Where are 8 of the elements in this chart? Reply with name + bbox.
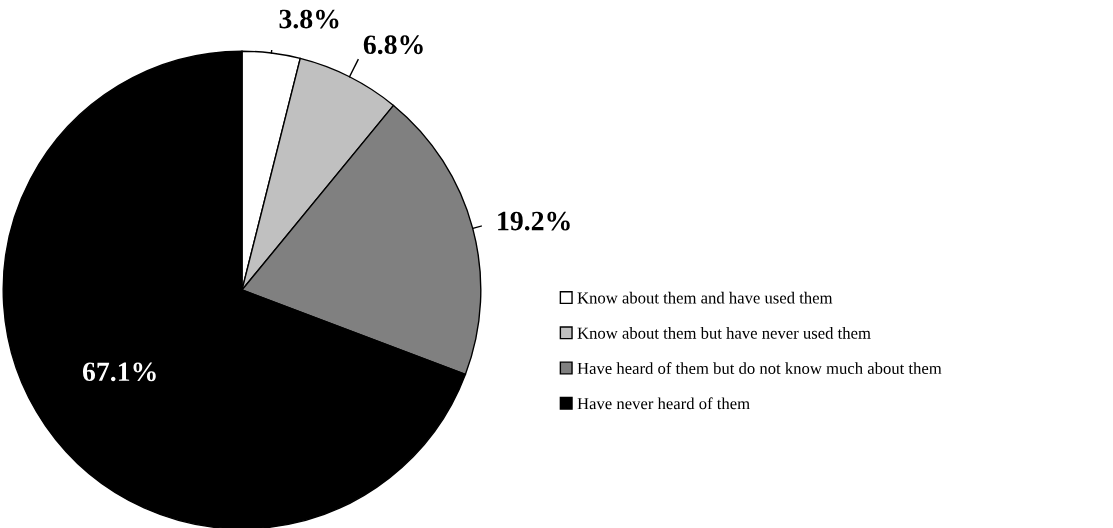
legend-label: Know about them but have never used them: [577, 327, 871, 339]
legend-label: Have heard of them but do not know much about them: [577, 362, 942, 375]
data-label: 3.8%: [279, 9, 339, 29]
data-label: 19.2%: [498, 211, 570, 231]
data-label: 6.8%: [363, 35, 423, 55]
legend-label: Know about them and have used them: [577, 291, 833, 304]
data-label: 67.1%: [82, 362, 156, 382]
legend-label: Have never heard of them: [577, 397, 750, 410]
